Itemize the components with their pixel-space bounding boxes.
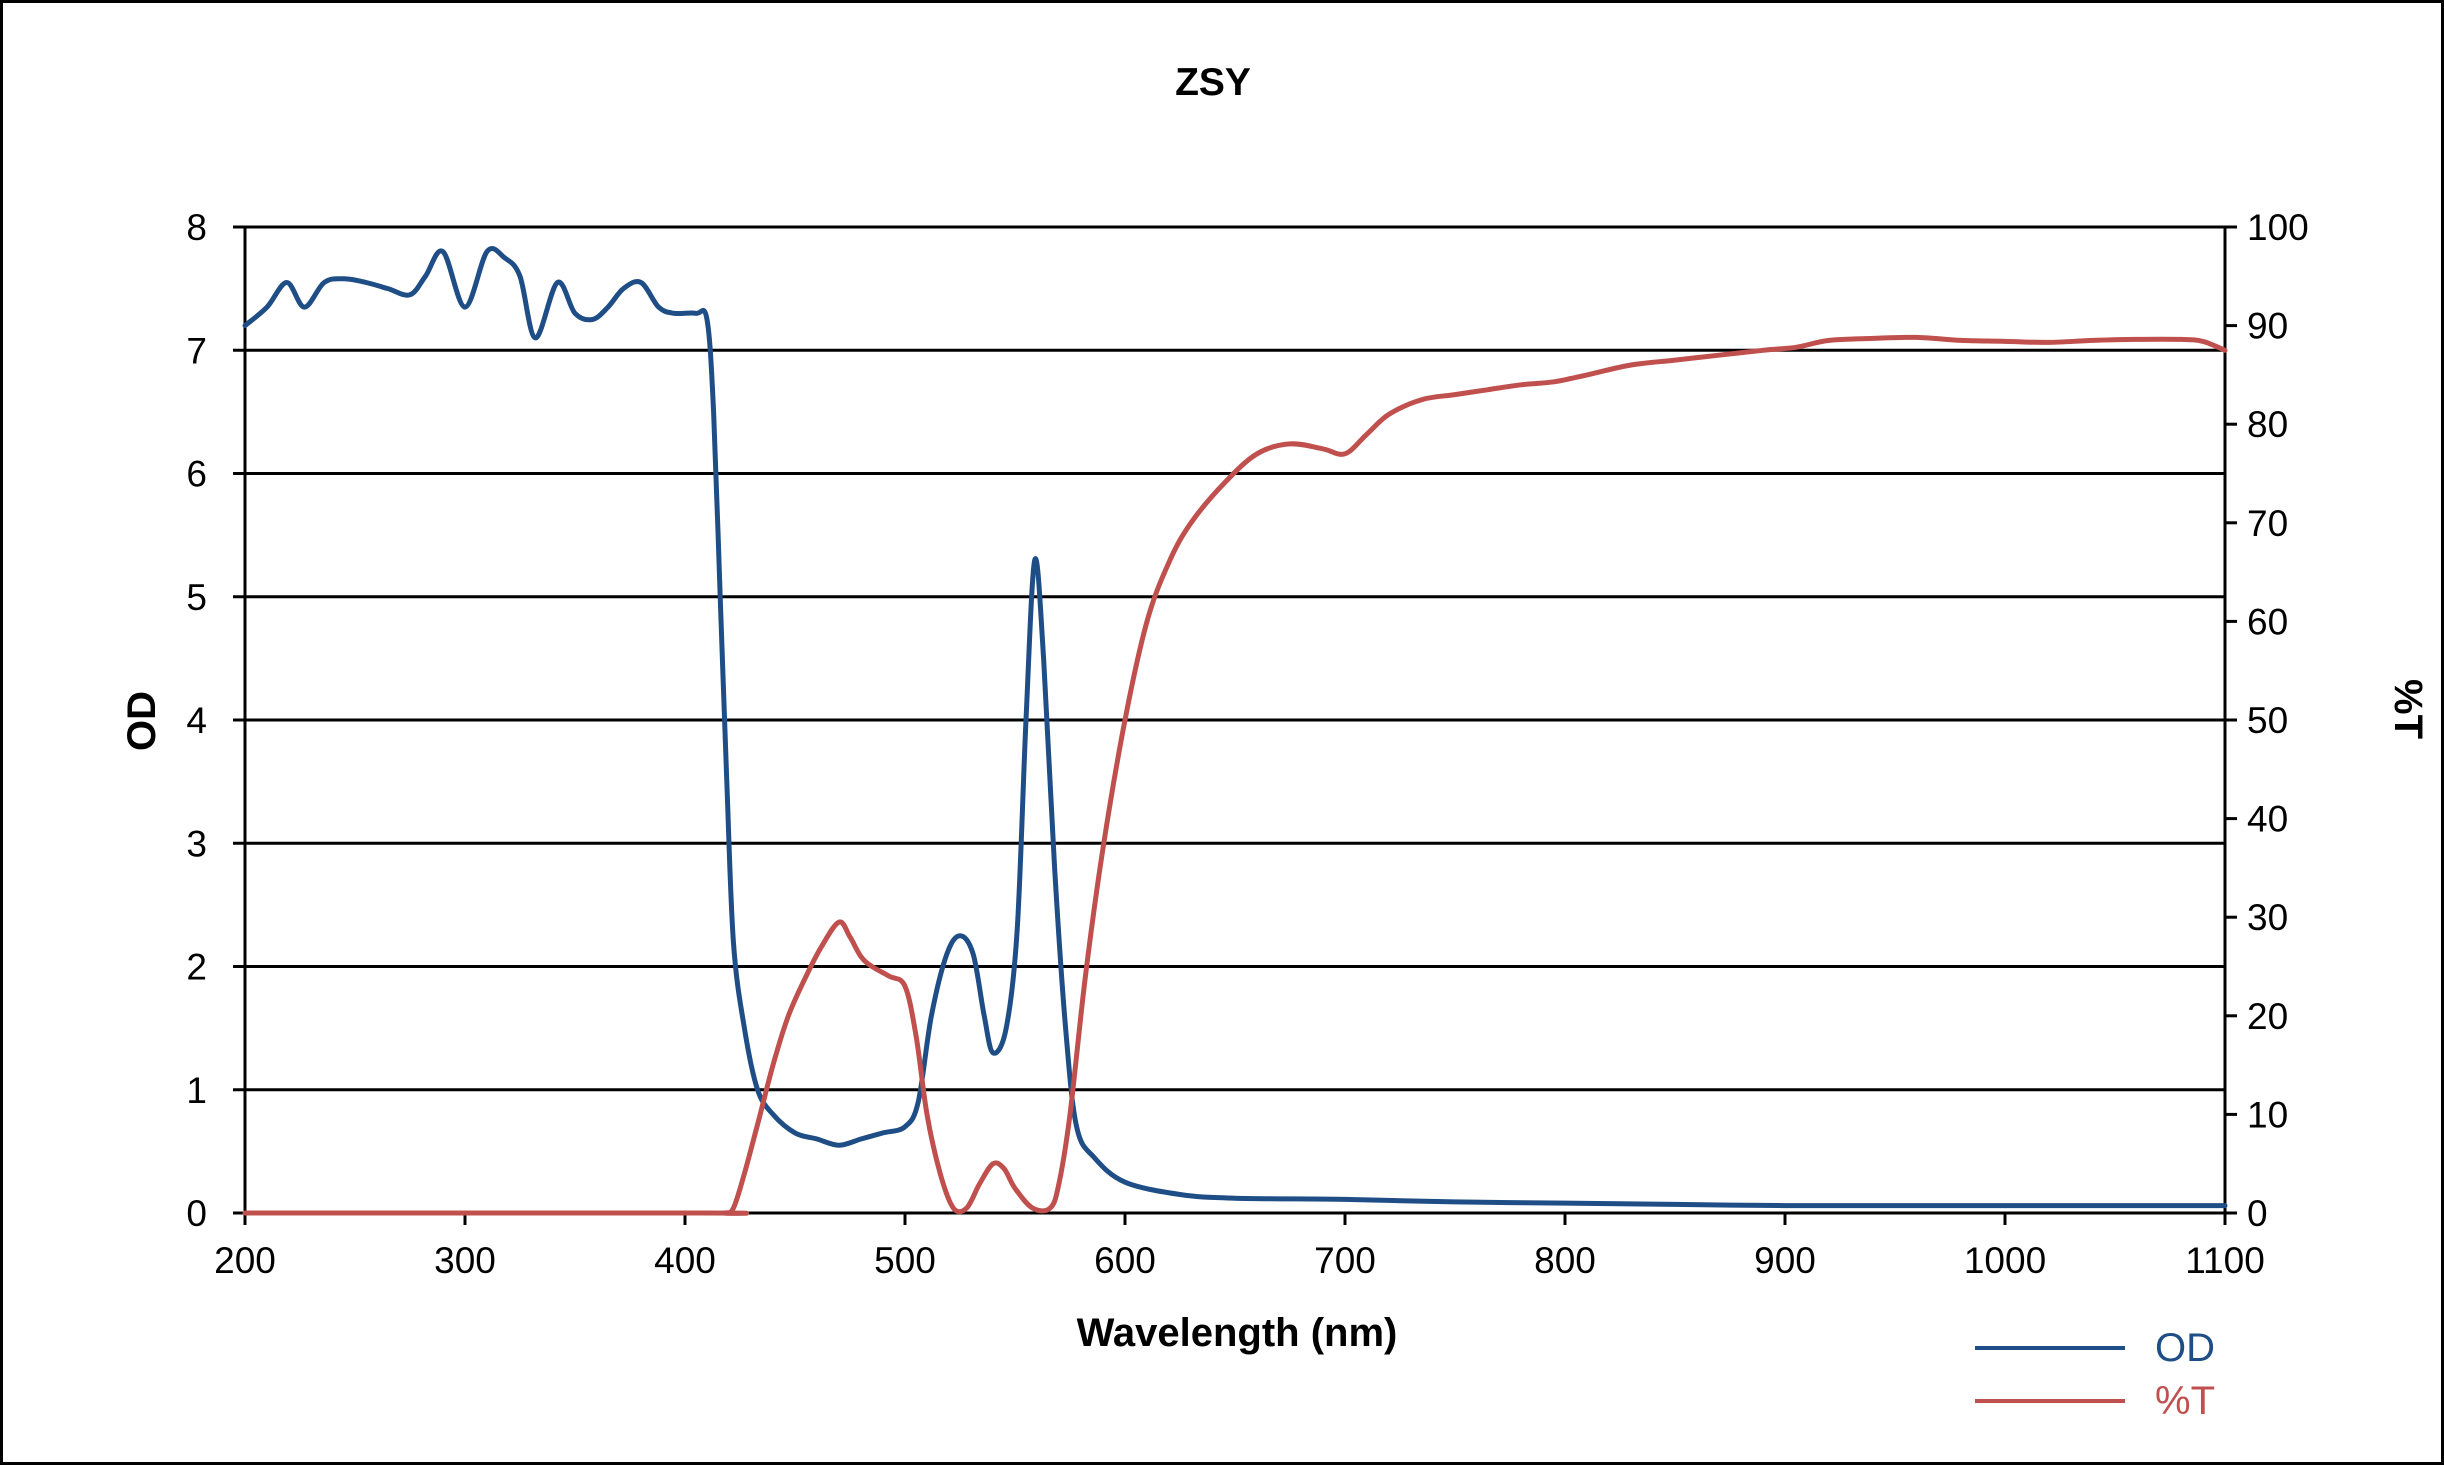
chart-svg: 200 300 400 500 600 700 800 900 1000 110001234567… <box>120 61 2430 1423</box>
x-tick-label-6: 800 <box>1534 1240 1596 1281</box>
chart-title: ZSY <box>1175 61 1251 104</box>
y2-tick-label-1: 10 <box>2247 1094 2288 1135</box>
x-tick-label-9: 1100 <box>2185 1240 2265 1281</box>
x-tick-label-3: 500 <box>874 1240 936 1281</box>
series-line-od <box>242 246 2228 1209</box>
y-tick-label-4: 4 <box>186 700 207 741</box>
legend-label-od: OD <box>2155 1326 2215 1370</box>
y-tick-label-0: 0 <box>186 1193 207 1234</box>
x-axis-title: Wavelength (nm) <box>1077 1311 1398 1355</box>
y-tick-label-1: 1 <box>186 1070 207 1111</box>
axes-layer <box>233 225 2237 1225</box>
y2-tick-label-0: 0 <box>2247 1193 2268 1234</box>
y2-tick-label-3: 30 <box>2247 897 2288 938</box>
y2-tick-label-8: 80 <box>2247 404 2288 445</box>
y2-tick-label-2: 20 <box>2247 996 2288 1037</box>
grid-layer <box>245 225 2225 1092</box>
legend: OD %T <box>1975 1326 2215 1423</box>
x-tick-label-2: 400 <box>654 1240 716 1281</box>
x-tick-label-5: 700 <box>1314 1240 1376 1281</box>
y-tick-label-5: 5 <box>186 577 207 618</box>
series-line-t <box>242 334 2228 1216</box>
x-tick-label-0: 200 <box>214 1240 276 1281</box>
y-tick-label-3: 3 <box>186 823 207 864</box>
y-tick-label-7: 7 <box>186 330 207 371</box>
x-tick-label-8: 1000 <box>1964 1240 2046 1281</box>
y2-tick-label-5: 50 <box>2247 700 2288 741</box>
series-layer <box>242 246 2228 1216</box>
y2-tick-label-6: 60 <box>2247 601 2288 642</box>
x-tick-label-7: 900 <box>1754 1240 1816 1281</box>
y2-tick-label-9: 90 <box>2247 306 2288 347</box>
y2-tick-label-7: 70 <box>2247 503 2288 544</box>
y-axis-title: OD <box>120 691 164 751</box>
y2-axis-title: %T <box>2386 679 2430 739</box>
y-tick-label-6: 6 <box>186 454 207 495</box>
legend-label-t: %T <box>2155 1379 2215 1423</box>
y-tick-label-8: 8 <box>186 207 207 248</box>
y2-tick-label-4: 40 <box>2247 799 2288 840</box>
x-tick-label-4: 600 <box>1094 1240 1156 1281</box>
labels-layer: 200 300 400 500 600 700 800 900 1000 110001234567… <box>186 207 2308 1281</box>
x-tick-label-1: 300 <box>434 1240 496 1281</box>
y-tick-label-2: 2 <box>186 947 207 988</box>
y2-tick-label-10: 100 <box>2247 207 2309 248</box>
